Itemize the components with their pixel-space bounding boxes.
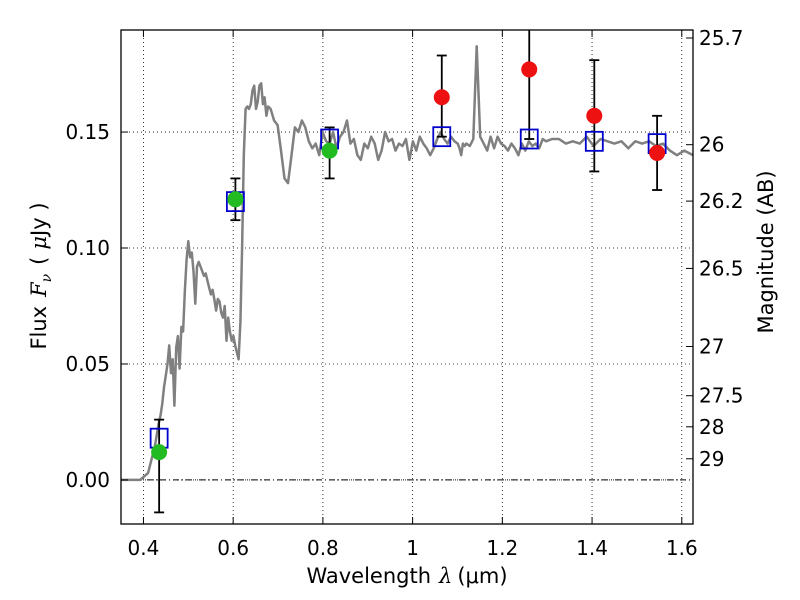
x-axis-label: Wavelength λ (μm) [306,564,507,588]
data-point [586,107,603,124]
model-spectrum-line [121,44,693,482]
y2-tick-label: 26 [699,133,724,157]
x-tick-label: 1.6 [666,536,698,560]
x-tick-label: 0.6 [217,536,249,560]
y2-tick-label: 27.5 [699,384,744,408]
y2-tick-label: 26.2 [699,189,744,213]
tick-marks [121,30,693,524]
y2-axis-label: Magnitude (AB) [754,170,778,333]
data-point [649,144,666,161]
model-photometry-point [432,126,452,148]
y2-tick-label: 29 [699,447,724,471]
y-tick-label: 0.05 [65,352,110,376]
data-point [433,89,450,106]
x-tick-labels: 0.4 0.6 0.8 1 1.2 1.4 1.6 [128,536,698,560]
data-point [321,142,338,159]
y-axis-label: FluxFν(μJy ) [27,202,55,349]
data-point [227,191,244,208]
y2-tick-label: 27 [699,334,724,358]
model-photometry-point [519,128,539,150]
y2-tick-label: 25.7 [699,26,744,50]
y2-tick-labels: 25.7 26 26.2 26.5 27 27.5 28 29 [699,26,744,471]
x-tick-label: 0.8 [307,536,339,560]
x-tick-label: 1 [406,536,419,560]
x-tick-label: 1.4 [576,536,608,560]
x-tick-label: 0.4 [128,536,160,560]
series-layer [121,30,693,514]
y-tick-label: 0.00 [65,468,110,492]
plot-frame [120,29,694,525]
data-point [521,61,538,78]
y2-tick-label: 28 [699,415,724,439]
y-tick-label: 0.15 [65,120,110,144]
y-tick-labels: 0.00 0.05 0.10 0.15 [65,120,110,492]
data-point [151,444,168,461]
y2-tick-label: 26.5 [699,256,744,280]
y-tick-label: 0.10 [65,236,110,260]
x-tick-label: 1.2 [486,536,518,560]
model-photometry-point [584,130,604,152]
